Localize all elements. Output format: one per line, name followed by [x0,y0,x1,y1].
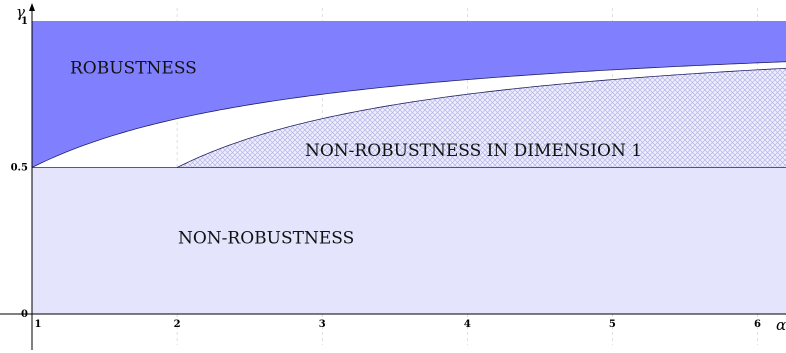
label-non-robustness-dimension-1: NON-ROBUSTNESS IN DIMENSION 1 [305,141,642,161]
x-tick-label: 6 [754,319,761,330]
curve-upper-boundary [31,61,786,168]
y-axis-label: γ [16,3,25,21]
x-tick-label: 2 [174,319,181,330]
x-tick-label: 4 [464,319,471,330]
region-robustness [32,21,786,168]
x-axis: 1 2 3 4 5 6 [0,313,786,330]
x-tick-label: 5 [609,319,616,330]
curve-dimension-1-boundary [176,67,786,168]
y-axis: 00.51 [11,3,35,350]
region-non-robustness [32,167,786,314]
label-non-robustness: NON-ROBUSTNESS [178,229,354,249]
y-axis-arrow-icon [29,3,35,11]
region-non-robustness-dimension-1 [177,68,786,168]
y-tick-label: 1 [21,16,28,27]
x-tick-label: 3 [319,319,326,330]
y-tick-label: 0 [21,309,28,320]
y-tick-label: 0.5 [11,163,28,174]
x-tick-label: 1 [35,319,42,330]
x-axis-label: α [776,316,786,334]
label-robustness: ROBUSTNESS [70,59,197,79]
